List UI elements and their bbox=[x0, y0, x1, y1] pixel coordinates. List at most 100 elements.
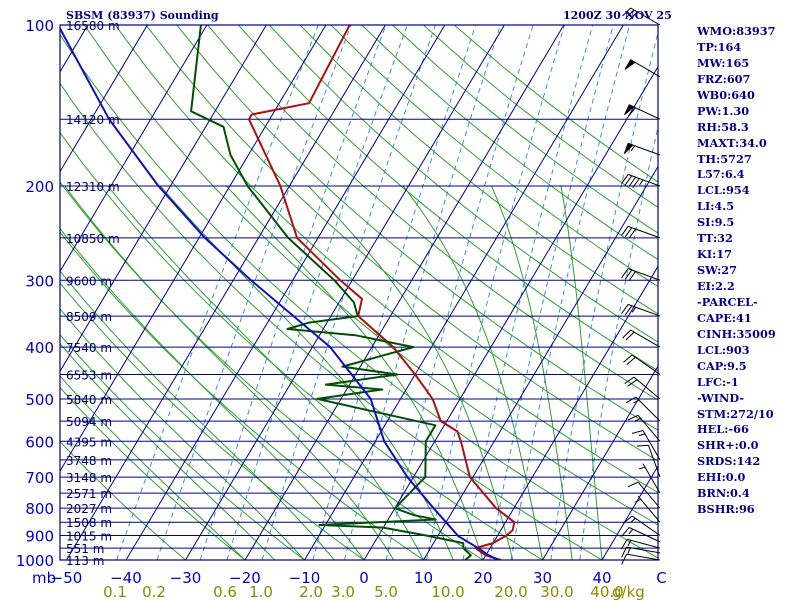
index-item: KI:17 bbox=[697, 247, 732, 262]
height-label: 4395 m bbox=[66, 435, 112, 449]
temperature-tick-label: 40 bbox=[592, 569, 611, 587]
wind-barb bbox=[622, 329, 661, 348]
temperature-tick-label: 20 bbox=[473, 569, 492, 587]
wind-barb bbox=[623, 142, 661, 156]
wind-barb bbox=[622, 7, 661, 26]
mixing-ratio-tick-label: 10.0 bbox=[431, 583, 464, 600]
index-item: LCL:954 bbox=[697, 183, 750, 198]
index-item: EI:2.2 bbox=[697, 279, 735, 293]
height-label: 10850 m bbox=[66, 232, 120, 246]
wind-barb bbox=[621, 225, 661, 239]
pressure-axis-labels: 100 200 300 400 500 600 700 800 900 1000 bbox=[16, 17, 54, 570]
pressure-unit-label: mb bbox=[32, 569, 56, 587]
parcel-profile bbox=[60, 26, 499, 560]
temperature-profile bbox=[247, 25, 516, 560]
isotherm-line bbox=[304, 25, 624, 560]
index-item: CINH:35009 bbox=[697, 326, 776, 341]
index-item: STM:272/10 bbox=[697, 406, 774, 421]
station-title: SBSM (83937) Sounding bbox=[66, 9, 219, 22]
isotherm-line bbox=[244, 25, 565, 560]
wind-barb bbox=[620, 538, 661, 550]
plot-border bbox=[59, 24, 659, 561]
height-label: 551 m bbox=[66, 542, 104, 556]
wind-barb bbox=[621, 527, 661, 543]
index-item: LFC:-1 bbox=[697, 374, 739, 389]
mixing-ratio-tick-label: 5.0 bbox=[374, 583, 398, 600]
isotherm-line bbox=[423, 165, 658, 560]
temperature-tick-label: 10 bbox=[414, 569, 433, 587]
mixing-ratio-tick-label: 0.2 bbox=[142, 583, 166, 600]
index-item: TP:164 bbox=[697, 39, 742, 54]
temperature-axis-labels: −50 −40 −30 −20 −10 0 10 20 30 40 C bbox=[51, 569, 667, 587]
index-item: CAP:9.5 bbox=[697, 358, 747, 373]
wind-barb bbox=[621, 303, 661, 317]
height-label: 113 m bbox=[66, 554, 104, 568]
index-item: L57:6.4 bbox=[697, 167, 745, 182]
wind-barb bbox=[636, 444, 661, 478]
pressure-tick-label: 200 bbox=[25, 178, 54, 196]
mixing-ratio-tick-label: 0.1 bbox=[103, 583, 127, 600]
wind-barb bbox=[631, 430, 661, 461]
height-label: 5094 m bbox=[66, 415, 112, 429]
pressure-tick-label: 800 bbox=[25, 500, 54, 518]
wind-barb bbox=[621, 553, 661, 565]
sounding-indices-panel: WMO:83937 TP:164 MW:165 FRZ:607 WB0:640 PW:1.… bbox=[697, 24, 776, 518]
isotherm-line bbox=[482, 265, 658, 560]
mixing-ratio-tick-label: 2.0 bbox=[299, 583, 323, 600]
index-item: -WIND- bbox=[697, 390, 745, 405]
valid-time: 1200Z 30 NOV 25 bbox=[563, 9, 672, 22]
temperature-tick-label: −50 bbox=[51, 569, 83, 587]
wind-barb bbox=[623, 515, 661, 536]
index-item: TT:32 bbox=[697, 231, 733, 246]
pressure-tick-label: 900 bbox=[25, 528, 54, 546]
index-item: EHI:0.0 bbox=[697, 470, 746, 485]
temperature-tick-label: 30 bbox=[533, 569, 552, 587]
wind-barb bbox=[638, 463, 661, 494]
isotherm-line bbox=[125, 25, 446, 560]
temperature-tick-label: −10 bbox=[289, 569, 321, 587]
isotherm-line bbox=[542, 365, 658, 560]
isotherm-line bbox=[601, 465, 658, 560]
mixing-ratio-tick-label: 1.0 bbox=[249, 583, 273, 600]
index-item: WMO:83937 bbox=[697, 24, 776, 38]
mixing-ratio-unit-label: g/kg bbox=[612, 583, 645, 600]
index-item: SRDS:142 bbox=[697, 454, 761, 469]
height-label: 16580 m bbox=[66, 19, 120, 33]
isotherm-line bbox=[60, 25, 148, 173]
sounding-profiles bbox=[60, 25, 516, 560]
height-label: 7540 m bbox=[66, 341, 112, 355]
index-item: LCL:903 bbox=[697, 342, 750, 357]
mixing-ratio-tick-label: 3.0 bbox=[331, 583, 355, 600]
index-item: MW:165 bbox=[697, 55, 750, 70]
isotherm-line bbox=[60, 25, 267, 373]
wind-barb bbox=[624, 376, 661, 400]
height-label: 2571 m bbox=[66, 487, 112, 501]
index-item: MAXT:34.0 bbox=[697, 135, 767, 150]
mixing-ratio-tick-label: 40.0 bbox=[590, 583, 623, 600]
pressure-tick-label: 100 bbox=[25, 17, 54, 35]
index-item: SW:27 bbox=[697, 263, 737, 278]
wind-barbs bbox=[620, 7, 661, 565]
wind-barb bbox=[624, 59, 661, 78]
mixing-ratio-labels: 0.1 0.2 0.6 1.0 2.0 3.0 5.0 10.0 20.0 30.0 40.0 bbox=[103, 583, 624, 600]
index-item: TH:5727 bbox=[697, 151, 752, 166]
index-item: PW:1.30 bbox=[697, 103, 750, 118]
wind-barb bbox=[624, 104, 661, 120]
height-label: 1015 m bbox=[66, 530, 112, 544]
pressure-tick-label: 500 bbox=[25, 391, 54, 409]
height-label: 1508 m bbox=[66, 516, 112, 530]
index-item: HEL:-66 bbox=[697, 422, 749, 437]
index-item: WB0:640 bbox=[697, 87, 755, 102]
height-label: 8509 m bbox=[66, 310, 112, 324]
isotherm-line bbox=[66, 25, 386, 560]
temperature-tick-label: −20 bbox=[229, 569, 261, 587]
wind-barb bbox=[621, 268, 661, 281]
wind-barb bbox=[627, 414, 661, 442]
temperature-tick-label: 0 bbox=[359, 569, 369, 587]
index-item: FRZ:607 bbox=[697, 71, 751, 86]
mixing-ratio-tick-label: 30.0 bbox=[540, 583, 573, 600]
height-label: 6553 m bbox=[66, 369, 112, 383]
height-label: 14120 m bbox=[66, 113, 120, 127]
index-item: BRN:0.4 bbox=[697, 486, 750, 501]
